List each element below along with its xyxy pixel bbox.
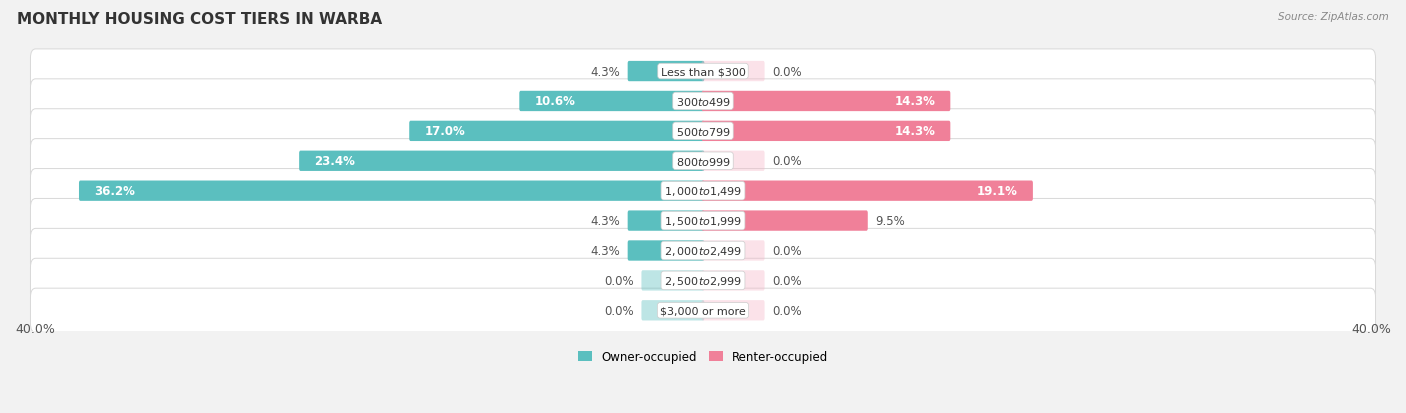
FancyBboxPatch shape [31,139,1375,183]
FancyBboxPatch shape [31,109,1375,154]
Text: $2,500 to $2,999: $2,500 to $2,999 [664,274,742,287]
Text: 0.0%: 0.0% [772,244,801,257]
Text: 0.0%: 0.0% [605,274,634,287]
FancyBboxPatch shape [31,80,1375,124]
FancyBboxPatch shape [31,288,1375,332]
Text: 0.0%: 0.0% [772,65,801,78]
Text: $1,500 to $1,999: $1,500 to $1,999 [664,215,742,228]
Text: 0.0%: 0.0% [605,304,634,317]
Text: 36.2%: 36.2% [94,185,135,198]
FancyBboxPatch shape [299,151,704,171]
FancyBboxPatch shape [627,211,704,231]
FancyBboxPatch shape [702,121,950,142]
Text: 0.0%: 0.0% [772,304,801,317]
Text: Less than $300: Less than $300 [661,67,745,77]
Text: 4.3%: 4.3% [591,65,620,78]
Text: 9.5%: 9.5% [875,215,904,228]
FancyBboxPatch shape [409,121,704,142]
FancyBboxPatch shape [702,271,765,291]
FancyBboxPatch shape [31,50,1375,94]
FancyBboxPatch shape [702,62,765,82]
Text: 17.0%: 17.0% [425,125,465,138]
Text: $2,000 to $2,499: $2,000 to $2,499 [664,244,742,257]
Text: $800 to $999: $800 to $999 [675,155,731,167]
Legend: Owner-occupied, Renter-occupied: Owner-occupied, Renter-occupied [572,346,834,368]
FancyBboxPatch shape [79,181,704,202]
FancyBboxPatch shape [702,241,765,261]
Text: 23.4%: 23.4% [315,155,356,168]
FancyBboxPatch shape [702,300,765,321]
Text: 40.0%: 40.0% [15,323,55,335]
FancyBboxPatch shape [627,62,704,82]
Text: 4.3%: 4.3% [591,244,620,257]
Text: 40.0%: 40.0% [1351,323,1391,335]
FancyBboxPatch shape [702,211,868,231]
FancyBboxPatch shape [702,151,765,171]
FancyBboxPatch shape [627,241,704,261]
Text: $3,000 or more: $3,000 or more [661,306,745,316]
Text: 10.6%: 10.6% [534,95,575,108]
FancyBboxPatch shape [519,92,704,112]
FancyBboxPatch shape [31,229,1375,273]
FancyBboxPatch shape [641,300,704,321]
Text: 0.0%: 0.0% [772,274,801,287]
Text: Source: ZipAtlas.com: Source: ZipAtlas.com [1278,12,1389,22]
Text: MONTHLY HOUSING COST TIERS IN WARBA: MONTHLY HOUSING COST TIERS IN WARBA [17,12,382,27]
Text: $1,000 to $1,499: $1,000 to $1,499 [664,185,742,198]
FancyBboxPatch shape [702,181,1033,202]
Text: $500 to $799: $500 to $799 [675,126,731,138]
Text: 14.3%: 14.3% [894,125,935,138]
Text: 0.0%: 0.0% [772,155,801,168]
Text: 4.3%: 4.3% [591,215,620,228]
FancyBboxPatch shape [31,199,1375,243]
Text: 19.1%: 19.1% [977,185,1018,198]
FancyBboxPatch shape [31,259,1375,303]
Text: $300 to $499: $300 to $499 [675,96,731,108]
FancyBboxPatch shape [702,92,950,112]
FancyBboxPatch shape [31,169,1375,213]
FancyBboxPatch shape [641,271,704,291]
Text: 14.3%: 14.3% [894,95,935,108]
